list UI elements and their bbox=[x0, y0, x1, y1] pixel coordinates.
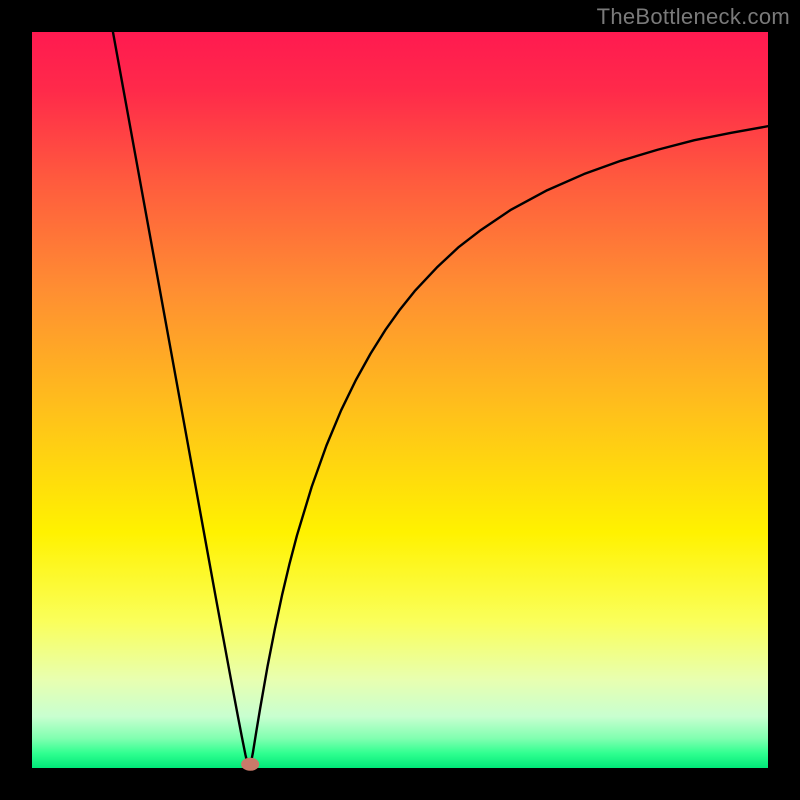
plot-area bbox=[32, 32, 768, 768]
optimal-point-marker bbox=[241, 758, 259, 771]
bottleneck-curve bbox=[32, 32, 768, 768]
watermark-text: TheBottleneck.com bbox=[597, 4, 790, 30]
